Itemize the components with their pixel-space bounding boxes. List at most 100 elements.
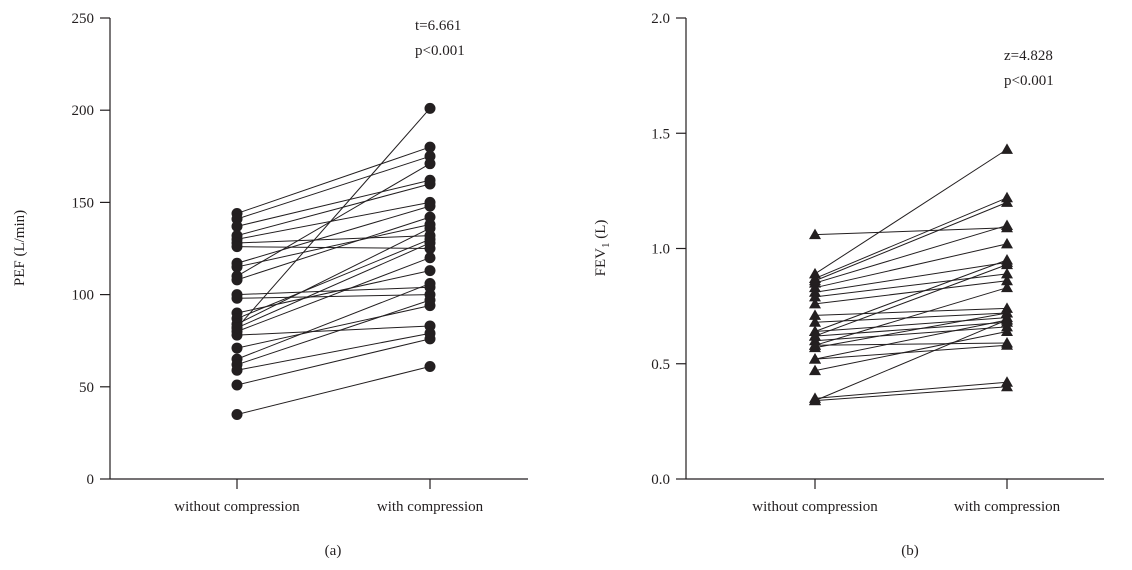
- panel-a-paired-lines: [236, 108, 431, 415]
- panel-a-p-value: p<0.001: [415, 43, 465, 59]
- panel-b-subject-line: [814, 273, 1008, 298]
- panel-b-subject-line: [814, 312, 1008, 323]
- panel-a-subject-line: [236, 294, 431, 299]
- panel-b-paired-lines: [814, 148, 1008, 402]
- panel-a-point-without-compression: [231, 241, 243, 253]
- panel-a-subject-line: [236, 183, 431, 237]
- panel-a-point-with-compression: [424, 178, 436, 190]
- panel-b-subject-line: [814, 148, 1008, 275]
- panel-b-point-without-compression: [809, 228, 821, 240]
- panel-b-fev1: 0.0 0.5 1.0 1.5 2.0 without compression with …: [593, 11, 1104, 559]
- panel-b-subject-line: [814, 201, 1008, 282]
- panel-b-subject-line: [814, 319, 1008, 402]
- panel-b-point-without-compression: [809, 353, 821, 364]
- panel-a-subject-line: [236, 270, 431, 314]
- panel-a-subject-line: [236, 224, 431, 268]
- panel-b-point-without-compression: [809, 316, 821, 327]
- panel-b-subject-line: [814, 264, 1008, 337]
- panel-a-x-category-label: with compression: [377, 499, 484, 515]
- panel-b-subject-line: [814, 243, 1008, 289]
- panel-b-y-tick-label: 1.5: [651, 126, 670, 142]
- panel-b-y-tick-label: 0.0: [651, 472, 670, 488]
- panel-a-point-with-compression: [424, 361, 436, 373]
- panel-b-point-with-compression: [1001, 274, 1013, 286]
- panel-a-subject-line: [236, 299, 431, 366]
- panel-b-subject-line: [814, 386, 1008, 402]
- panel-b-point-with-compression: [1001, 307, 1013, 318]
- panel-b-point-without-compression: [809, 290, 821, 302]
- panel-a-point-with-compression: [424, 278, 436, 290]
- panel-a-subject-line: [236, 227, 431, 325]
- panel-a-point-without-compression: [231, 379, 243, 391]
- panel-a-point-with-compression: [424, 265, 436, 277]
- panel-b-y-axis-title: FEV1 (L): [593, 220, 612, 277]
- panel-b-label: (b): [901, 543, 919, 559]
- panel-b-point-without-compression: [809, 309, 821, 320]
- panel-a-x-ticks: without compression with compression: [174, 479, 484, 515]
- panel-b-point-with-compression: [1001, 237, 1013, 249]
- panel-b-subject-line: [814, 227, 1008, 236]
- panel-b-point-with-compression: [1001, 380, 1013, 392]
- panel-a-point-with-compression: [424, 237, 436, 249]
- panel-b-point-with-compression: [1001, 254, 1013, 265]
- panel-a-x-category-label: without compression: [174, 499, 300, 515]
- panel-a-point-without-compression: [231, 292, 243, 304]
- panel-b-subject-line: [814, 321, 1008, 337]
- panel-a-point-with-compression: [424, 211, 436, 223]
- panel-b-y-ticks: 0.0 0.5 1.0 1.5 2.0: [651, 11, 686, 488]
- panel-a-subject-line: [236, 325, 431, 336]
- panel-b-point-with-compression: [1001, 143, 1013, 154]
- panel-b-point-with-compression: [1001, 267, 1013, 279]
- panel-a-subject-line: [236, 366, 431, 415]
- panel-a-point-with-compression: [424, 252, 436, 264]
- panel-b-point-without-compression: [809, 394, 821, 406]
- panel-b-point-without-compression: [809, 339, 821, 350]
- panel-a-subject-line: [236, 238, 431, 320]
- panel-b-point-with-compression: [1001, 281, 1013, 293]
- panel-b-point-without-compression: [809, 364, 821, 376]
- panel-a-pef: 0 50 100 150 200 250 without compression with …: [12, 11, 528, 559]
- panel-b-point-with-compression: [1001, 339, 1013, 350]
- panel-b-y-tick-label: 2.0: [651, 11, 670, 27]
- panel-a-subject-line: [236, 286, 431, 296]
- panel-a-point-without-compression: [231, 220, 243, 232]
- panel-a-point-with-compression: [424, 158, 436, 170]
- panel-a-subject-line: [236, 257, 431, 332]
- panel-a-point-with-compression: [424, 102, 436, 114]
- panel-b-point-without-compression: [809, 325, 821, 336]
- panel-b-x-category-label: with compression: [954, 499, 1061, 515]
- panel-a-subject-line: [236, 283, 431, 360]
- panel-a-point-with-compression: [424, 294, 436, 306]
- panel-b-point-without-compression: [809, 297, 821, 309]
- panel-a-point-without-compression: [231, 274, 243, 286]
- panel-a-test-statistic: t=6.661: [415, 18, 461, 34]
- panel-a-y-axis-title: PEF (L/min): [12, 210, 28, 286]
- panel-a-y-tick-label: 250: [72, 11, 95, 27]
- panel-a-subject-line: [236, 108, 431, 329]
- panel-a-subject-line: [236, 205, 431, 264]
- panel-a-point-without-compression: [231, 408, 243, 420]
- panel-b-subject-line: [814, 381, 1008, 399]
- panel-b-point-without-compression: [809, 274, 821, 286]
- panel-b-x-category-label: without compression: [752, 499, 878, 515]
- panel-a-point-without-compression: [231, 322, 243, 334]
- panel-b-points: [809, 143, 1013, 406]
- panel-a-point-without-compression: [231, 342, 243, 354]
- panel-a-point-with-compression: [424, 141, 436, 153]
- panel-a-y-tick-label: 100: [72, 288, 95, 304]
- panel-b-test-statistic: z=4.828: [1004, 48, 1053, 64]
- panel-a-point-without-compression: [231, 261, 243, 273]
- panel-b-subject-line: [814, 312, 1008, 349]
- panel-a-label: (a): [325, 543, 342, 559]
- panel-a-subject-line: [236, 338, 431, 386]
- panel-a-y-tick-label: 150: [72, 195, 95, 211]
- panel-a-subject-line: [236, 155, 431, 220]
- panel-a-subject-line: [236, 201, 431, 240]
- panel-a-subject-line: [236, 146, 431, 214]
- panel-b-point-with-compression: [1001, 325, 1013, 336]
- panel-b-y-tick-label: 1.0: [651, 242, 670, 258]
- panel-a-subject-line: [236, 235, 431, 244]
- panel-a-y-tick-label: 50: [79, 380, 94, 396]
